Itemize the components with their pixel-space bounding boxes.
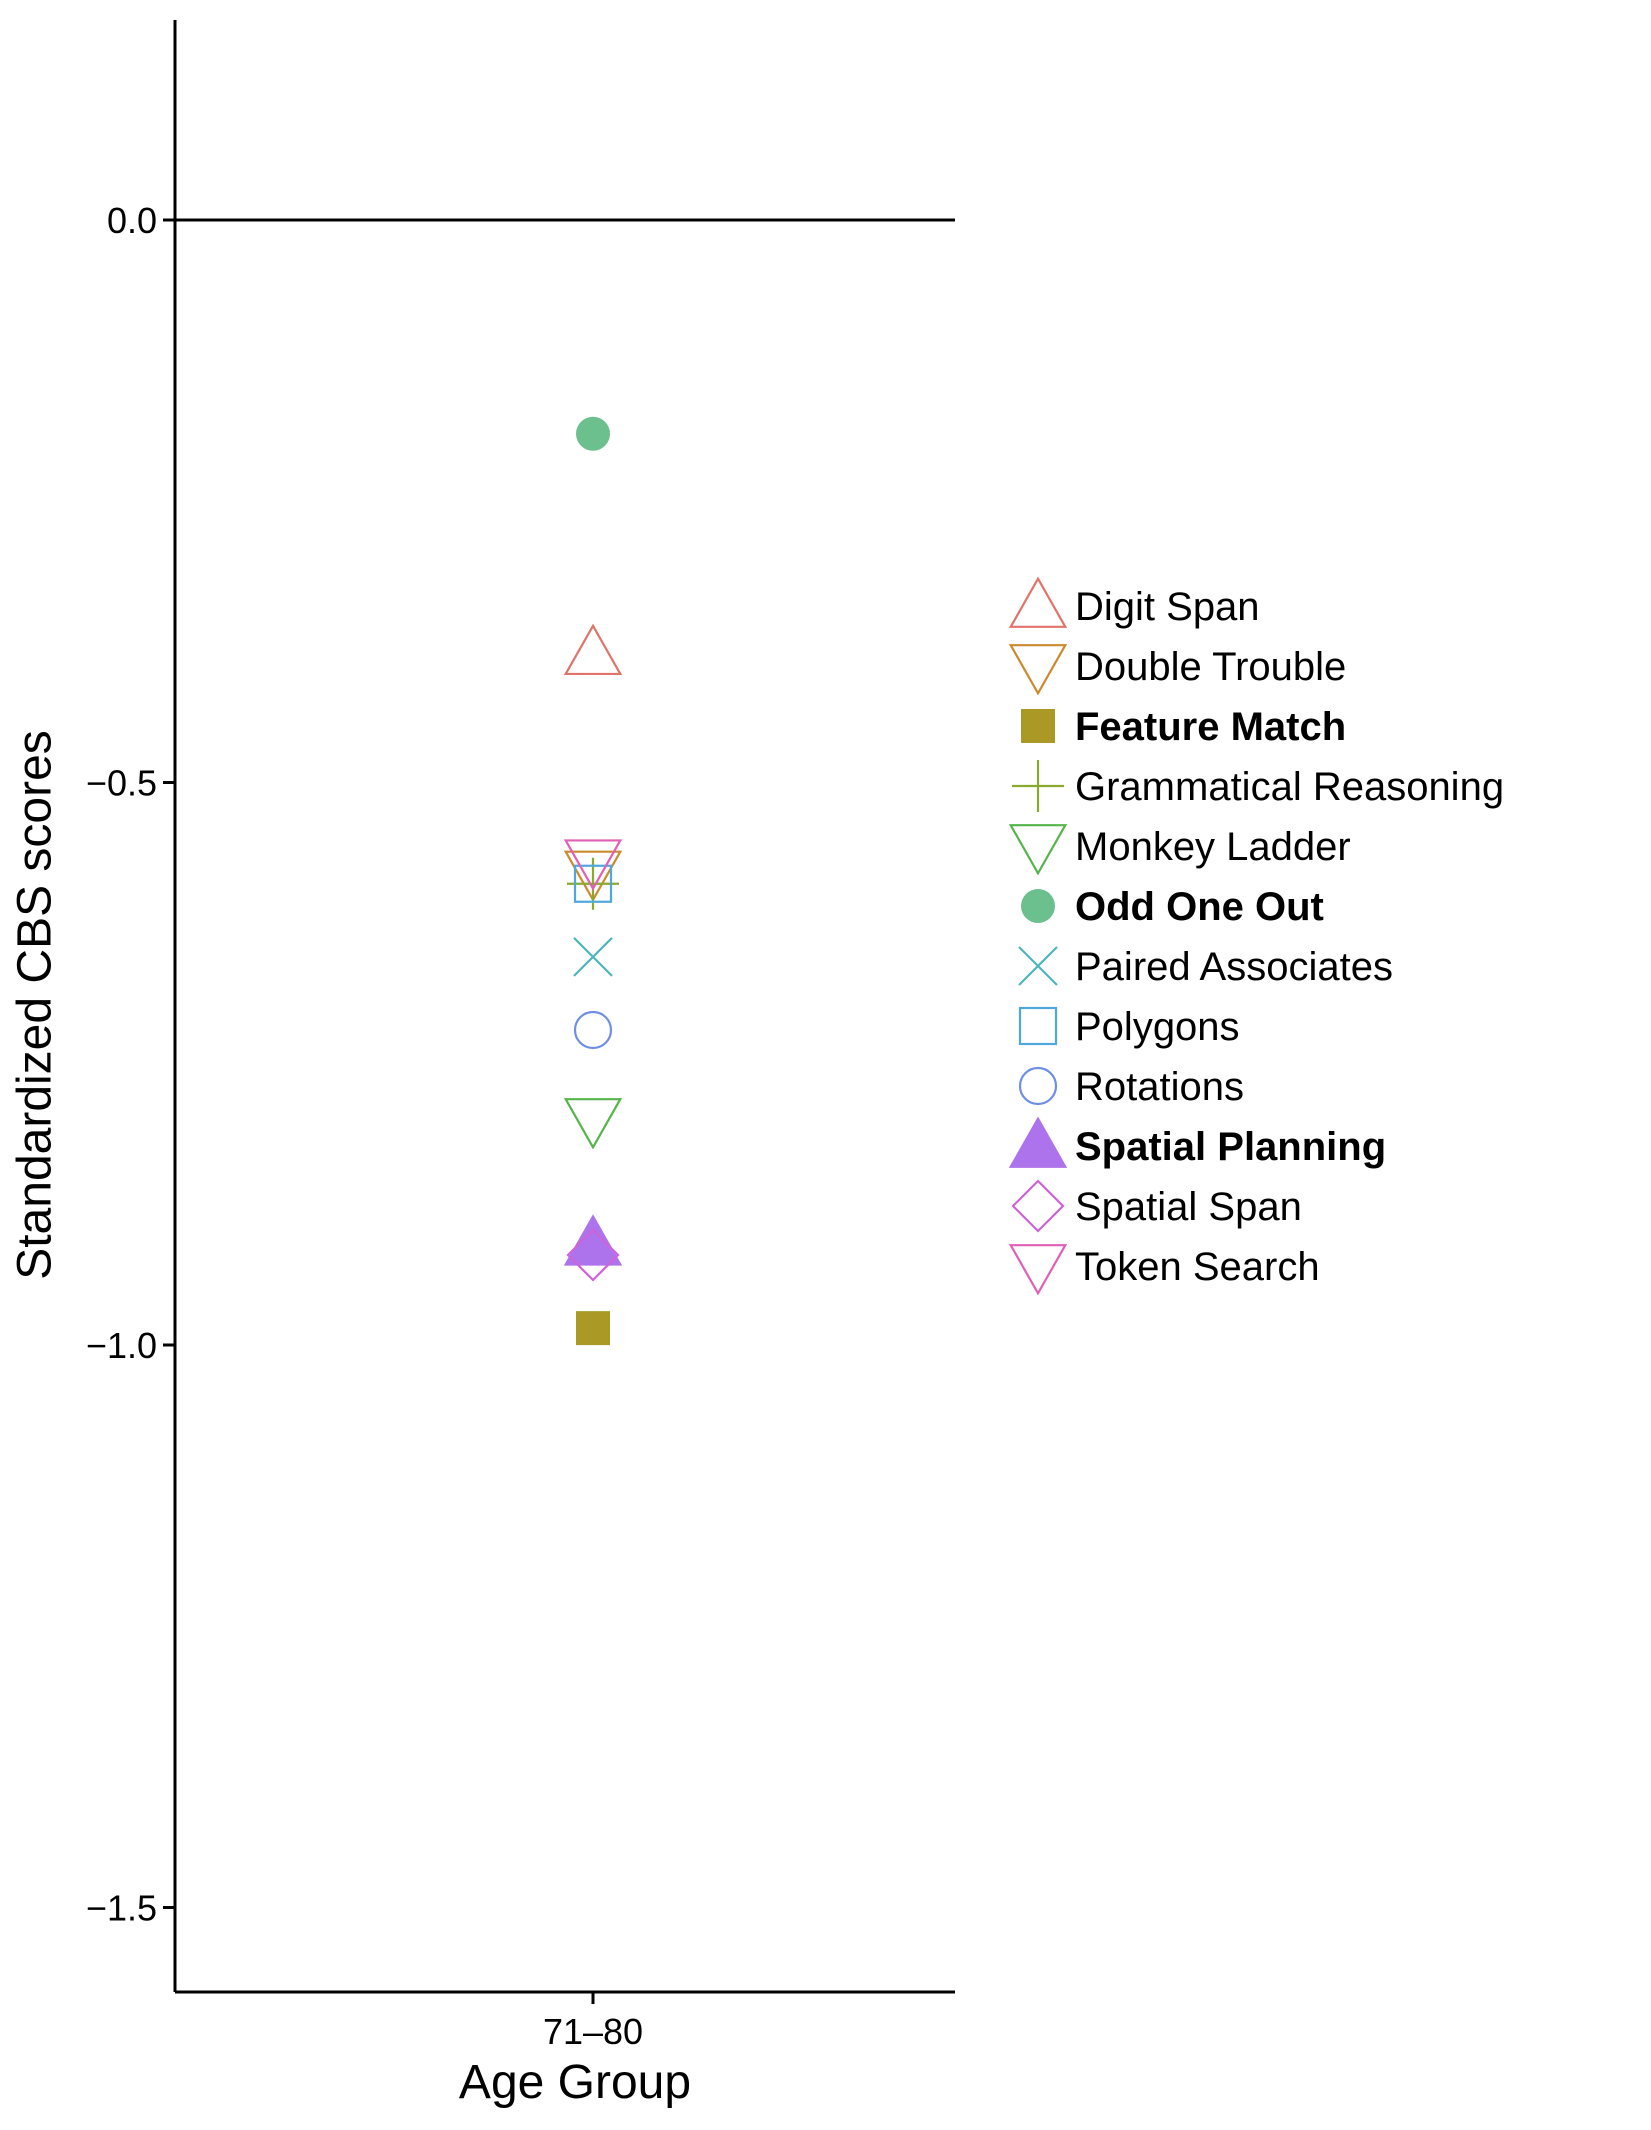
- data-point-spatial-planning: [563, 1214, 623, 1266]
- legend-marker-paired-associates: [1018, 946, 1058, 986]
- legend-marker-polygons: [1018, 1006, 1058, 1046]
- data-point-rotations: [573, 1010, 613, 1050]
- legend-label: Polygons: [1075, 1005, 1240, 1049]
- legend-marker-rotations: [1018, 1066, 1058, 1106]
- legend-marker-monkey-ladder: [1008, 824, 1068, 876]
- data-point-digit-span: [563, 623, 623, 676]
- legend-item-polygons: Polygons: [1018, 1005, 1240, 1049]
- legend-item-odd-one-out: Odd One Out: [1021, 885, 1324, 929]
- legend-marker-spatial-span: [1011, 1179, 1065, 1233]
- legend-item-monkey-ladder: Monkey Ladder: [1008, 824, 1351, 876]
- legend-item-double-trouble: Double Trouble: [1008, 644, 1346, 696]
- x-axis-title: Age Group: [459, 2056, 691, 2109]
- legend-label: Spatial Span: [1075, 1185, 1302, 1229]
- legend-marker-double-trouble: [1008, 644, 1068, 696]
- legend-label: Spatial Planning: [1075, 1125, 1386, 1169]
- legend-marker-odd-one-out: [1021, 889, 1055, 923]
- data-point-polygons: [573, 864, 613, 903]
- legend-marker-token-search: [1008, 1244, 1068, 1296]
- legend-label: Odd One Out: [1075, 885, 1324, 929]
- data-point-monkey-ladder: [563, 1098, 623, 1150]
- data-point-double-trouble: [563, 850, 623, 903]
- legend-item-digit-span: Digit Span: [1008, 576, 1260, 629]
- legend-label: Double Trouble: [1075, 645, 1346, 689]
- legend-label: Paired Associates: [1075, 945, 1393, 989]
- y-tick-label: −1.5: [86, 1888, 157, 1929]
- legend-label: Grammatical Reasoning: [1075, 765, 1504, 809]
- legend-marker-grammatical-reasoning: [1012, 760, 1064, 812]
- legend-item-spatial-span: Spatial Span: [1011, 1179, 1302, 1233]
- legend-item-spatial-planning: Spatial Planning: [1008, 1116, 1386, 1169]
- legend-label: Rotations: [1075, 1065, 1244, 1109]
- y-axis-title: Standardized CBS scores: [9, 730, 62, 1280]
- legend-item-token-search: Token Search: [1008, 1244, 1320, 1296]
- x-tick-label: 71–80: [543, 2011, 643, 2052]
- y-tick-label: −1.0: [86, 1325, 157, 1366]
- legend-marker-spatial-planning: [1008, 1116, 1068, 1168]
- data-point-paired-associates: [573, 937, 613, 977]
- data-point-feature-match: [576, 1311, 610, 1346]
- legend-label: Digit Span: [1075, 585, 1260, 629]
- y-tick-label: −0.5: [86, 763, 157, 804]
- legend-item-feature-match: Feature Match: [1021, 705, 1346, 749]
- legend-marker-feature-match: [1021, 709, 1055, 743]
- data-point-token-search: [563, 839, 623, 891]
- legend-marker-digit-span: [1008, 576, 1068, 628]
- legend-label: Token Search: [1075, 1245, 1320, 1289]
- legend-label: Monkey Ladder: [1075, 825, 1351, 869]
- data-point-odd-one-out: [576, 416, 610, 451]
- data-points: [563, 416, 623, 1346]
- legend-label: Feature Match: [1075, 705, 1346, 749]
- legend-item-grammatical-reasoning: Grammatical Reasoning: [1012, 760, 1504, 812]
- legend-item-paired-associates: Paired Associates: [1018, 945, 1393, 989]
- y-tick-label: 0.0: [107, 200, 157, 241]
- legend: Digit Span Double Trouble Feature Match Gra…: [1008, 576, 1504, 1296]
- data-point-spatial-span: [566, 1228, 620, 1282]
- legend-item-rotations: Rotations: [1018, 1065, 1244, 1109]
